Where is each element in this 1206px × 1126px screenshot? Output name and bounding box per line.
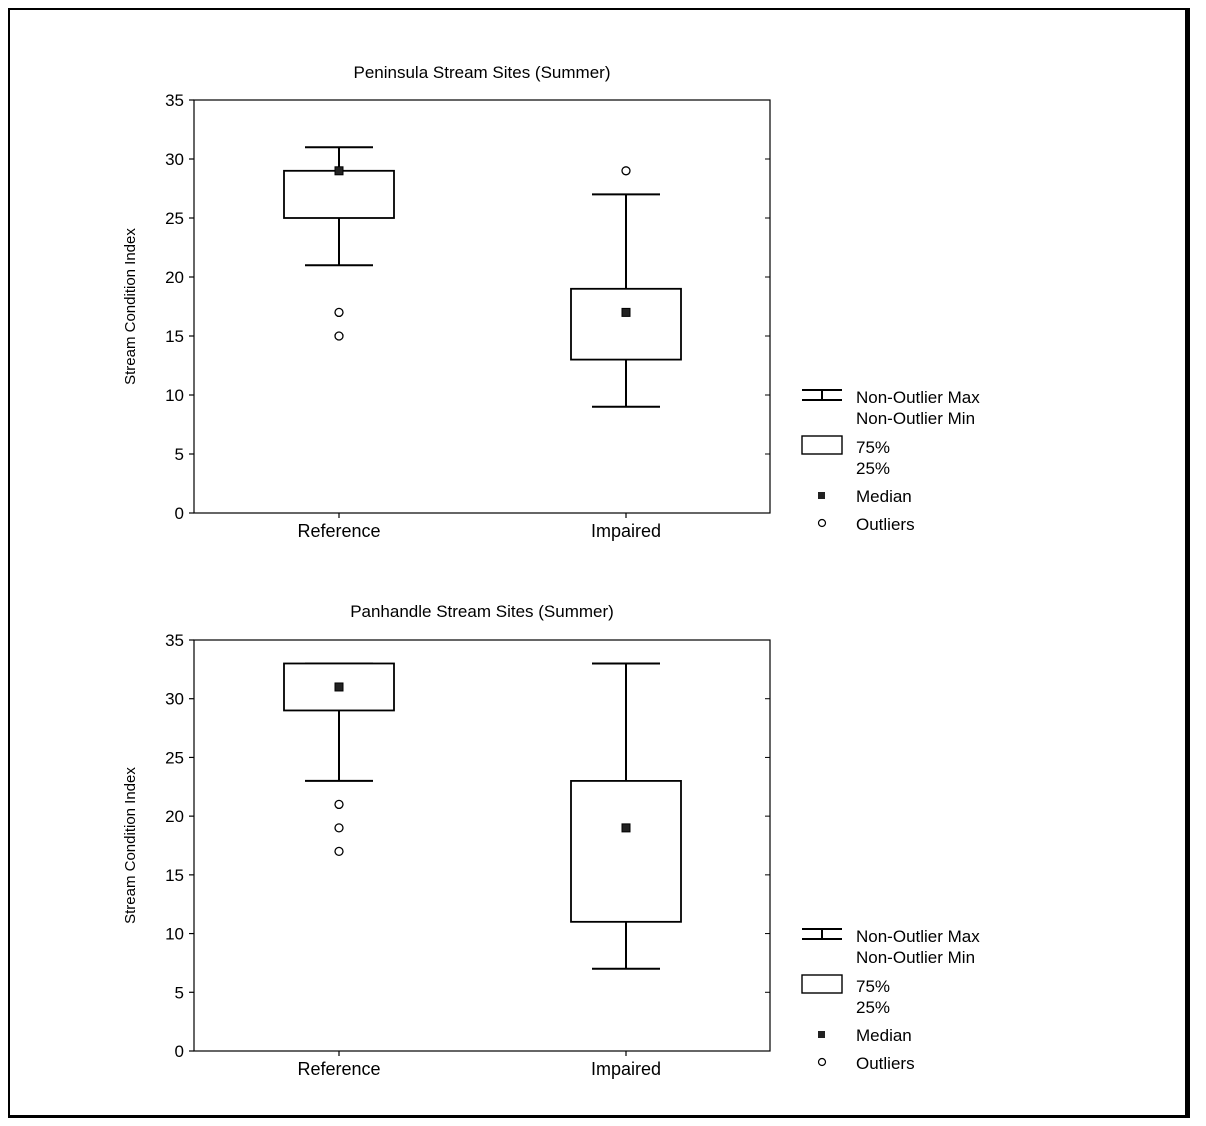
chart-panel-2: Panhandle Stream Sites (Summer) 0 5 10 15 20 2… — [122, 602, 980, 1079]
legend-label: Non-Outlier Max — [856, 927, 980, 946]
chart-title: Panhandle Stream Sites (Summer) — [350, 602, 614, 621]
legend-label: Non-Outlier Max — [856, 388, 980, 407]
legend-outlier-swatch — [817, 1057, 827, 1067]
y-tick-label: 25 — [165, 209, 184, 228]
median-marker — [334, 682, 344, 692]
y-tick-label: 30 — [165, 690, 184, 709]
legend-label: 75% — [856, 977, 890, 996]
legend: Non-Outlier Max Non-Outlier Min 75% 25% Medi… — [801, 927, 980, 1073]
outlier-point — [334, 307, 344, 318]
chart-title: Peninsula Stream Sites (Summer) — [354, 63, 611, 82]
legend-box-swatch — [801, 435, 843, 455]
y-axis-label: Stream Condition Index — [122, 767, 139, 924]
iqr-box — [570, 780, 682, 923]
chart-panel-1: Peninsula Stream Sites (Summer) 0 5 10 15 20 2… — [122, 63, 980, 541]
iqr-box — [570, 287, 682, 361]
outlier-point — [334, 846, 344, 857]
y-tick-label: 5 — [175, 445, 184, 464]
box-impaired — [570, 166, 682, 408]
legend-label: Outliers — [856, 1054, 915, 1073]
figure-frame — [8, 8, 1190, 1118]
plot-area — [193, 639, 771, 1052]
legend-label: 25% — [856, 459, 890, 478]
legend-label: Median — [856, 1026, 912, 1045]
median-marker — [334, 166, 344, 176]
outlier-point — [621, 166, 631, 176]
legend-label: Outliers — [856, 515, 915, 534]
legend-box-swatch — [801, 974, 843, 994]
x-tick-label: Impaired — [591, 1059, 661, 1079]
legend-label: 75% — [856, 438, 890, 457]
y-tick-label: 0 — [175, 1042, 184, 1061]
legend-label: Non-Outlier Min — [856, 948, 975, 967]
y-tick-label: 20 — [165, 268, 184, 287]
outlier-point — [334, 823, 344, 833]
y-tick-label: 5 — [175, 983, 184, 1002]
x-tick-label: Impaired — [591, 521, 661, 541]
y-tick-label: 15 — [165, 327, 184, 346]
plot-area — [193, 99, 771, 514]
y-tick-label: 25 — [165, 748, 184, 767]
y-tick-label: 30 — [165, 150, 184, 169]
legend-label: Median — [856, 487, 912, 506]
box-reference — [283, 662, 395, 857]
legend-label: Non-Outlier Min — [856, 409, 975, 428]
median-marker — [621, 307, 631, 317]
y-tick-label: 15 — [165, 866, 184, 885]
y-tick-label: 10 — [165, 386, 184, 405]
y-tick-label: 20 — [165, 807, 184, 826]
y-tick-label: 10 — [165, 925, 184, 944]
legend-outlier-swatch — [817, 518, 827, 528]
y-axis-label: Stream Condition Index — [122, 228, 139, 385]
legend-label: 25% — [856, 998, 890, 1017]
iqr-box — [283, 169, 395, 219]
y-tick-label: 35 — [165, 91, 184, 110]
y-tick-label: 35 — [165, 631, 184, 650]
legend-median-swatch — [818, 492, 825, 499]
legend: Non-Outlier Max Non-Outlier Min 75% 25% Medi… — [801, 388, 980, 534]
outlier-point — [334, 799, 344, 810]
box-reference — [283, 146, 395, 341]
x-tick-label: Reference — [297, 521, 380, 541]
box-impaired — [570, 662, 682, 970]
legend-median-swatch — [818, 1031, 825, 1038]
x-tick-label: Reference — [297, 1059, 380, 1079]
y-tick-label: 0 — [175, 504, 184, 523]
outlier-point — [334, 331, 344, 341]
median-marker — [621, 823, 631, 833]
